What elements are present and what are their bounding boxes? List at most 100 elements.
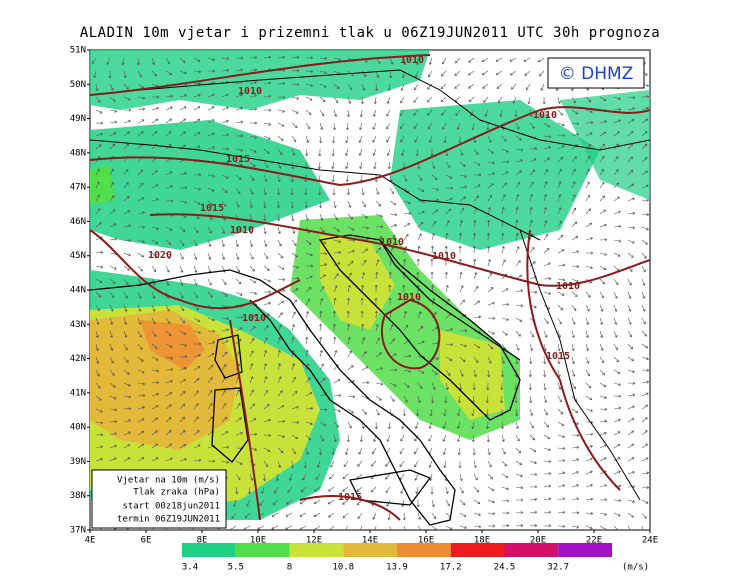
wind-arrow — [179, 172, 187, 176]
wind-arrow — [193, 458, 202, 462]
wind-arrow — [599, 155, 605, 163]
wind-arrow — [277, 226, 281, 234]
wind-arrow — [529, 356, 533, 365]
wind-arrow — [137, 291, 142, 299]
wind-arrow — [527, 96, 531, 105]
wind-arrow — [414, 434, 419, 442]
wind-arrow — [441, 109, 447, 116]
wind-arrow — [91, 57, 97, 65]
wind-arrow — [641, 143, 648, 150]
wind-arrow — [399, 447, 405, 455]
wind-arrow — [543, 330, 548, 338]
wind-arrow — [291, 391, 298, 397]
wind-arrow — [417, 382, 423, 389]
wind-arrow — [487, 259, 491, 267]
wind-arrow — [501, 524, 510, 528]
wind-arrow — [291, 376, 296, 384]
wind-arrow — [445, 197, 453, 202]
wind-arrow — [613, 444, 621, 449]
wind-arrow — [557, 524, 566, 528]
wind-arrow — [501, 460, 508, 467]
wind-arrow — [359, 434, 363, 443]
wind-arrow — [109, 457, 117, 462]
wind-arrow — [333, 336, 337, 345]
wind-arrow — [360, 297, 364, 306]
wind-arrow — [235, 460, 243, 465]
wind-arrow — [487, 148, 494, 154]
wind-arrow — [291, 135, 297, 143]
wind-arrow — [123, 224, 132, 228]
wind-arrow — [388, 284, 392, 293]
wind-arrow — [445, 186, 454, 190]
wind-arrow — [389, 224, 397, 228]
wind-arrow — [259, 499, 265, 506]
wind-arrow — [445, 486, 449, 494]
wind-arrow — [599, 356, 605, 364]
wind-arrow — [599, 304, 604, 312]
wind-arrow — [543, 109, 548, 117]
wind-arrow — [93, 70, 97, 79]
wind-arrow — [571, 458, 579, 462]
wind-arrow — [459, 148, 464, 156]
coastline — [90, 269, 456, 526]
wind-arrow — [151, 392, 159, 397]
wind-arrow — [179, 403, 186, 410]
wind-arrow — [501, 356, 505, 364]
wind-arrow — [109, 330, 113, 338]
wind-arrow — [473, 473, 478, 481]
wind-arrow — [430, 271, 434, 280]
wind-arrow — [599, 238, 608, 242]
isobar-label: 1015 — [226, 154, 250, 165]
wind-arrow — [515, 148, 524, 152]
wind-arrow — [473, 356, 479, 364]
wind-arrow — [528, 382, 532, 391]
wind-arrow — [557, 291, 565, 296]
wind-arrow — [109, 168, 114, 176]
wind-arrow — [361, 70, 367, 77]
wind-arrow — [291, 363, 296, 371]
wind-arrow — [123, 395, 132, 399]
wind-arrow — [207, 239, 212, 247]
wind-arrow — [333, 239, 341, 243]
wind-arrow — [389, 187, 395, 195]
wind-arrow — [387, 421, 392, 430]
lat-label: 39N — [70, 457, 86, 467]
wind-arrow — [529, 194, 533, 202]
wind-arrow — [361, 366, 369, 371]
wind-arrow — [641, 226, 649, 231]
wind-arrow — [557, 317, 562, 325]
wind-arrow — [151, 252, 158, 259]
wind-arrow — [235, 200, 240, 208]
wind-arrow — [473, 486, 480, 493]
wind-arrow — [501, 171, 509, 176]
wind-arrow — [165, 356, 174, 360]
isobar — [90, 106, 650, 187]
lon-label: 18E — [474, 536, 490, 546]
wind-arrow — [515, 159, 523, 163]
wind-arrow — [109, 195, 115, 202]
wind-arrow — [137, 406, 145, 410]
wind-arrow — [319, 226, 325, 233]
wind-arrow — [515, 289, 524, 293]
wind-arrow — [442, 57, 447, 65]
wind-arrow — [285, 512, 293, 517]
wind-arrow — [305, 109, 312, 115]
wind-arrow — [123, 356, 129, 363]
wind-arrow — [277, 312, 283, 319]
wind-arrow — [249, 148, 257, 153]
wind-arrow — [333, 213, 338, 221]
wind-arrow — [515, 317, 523, 322]
wind-arrow — [473, 499, 481, 504]
wind-arrow — [319, 363, 324, 371]
wind-arrow — [415, 486, 419, 495]
wind-arrow — [193, 444, 201, 449]
wind-arrow — [249, 473, 254, 481]
wind-arrow — [529, 330, 534, 338]
wind-arrow — [179, 94, 187, 98]
lat-label: 48N — [70, 148, 86, 158]
wind-arrow — [137, 70, 142, 78]
wind-arrow — [529, 485, 538, 489]
wind-arrow — [277, 187, 281, 196]
wind-arrow — [514, 395, 518, 404]
colorbar-swatch — [182, 543, 236, 557]
